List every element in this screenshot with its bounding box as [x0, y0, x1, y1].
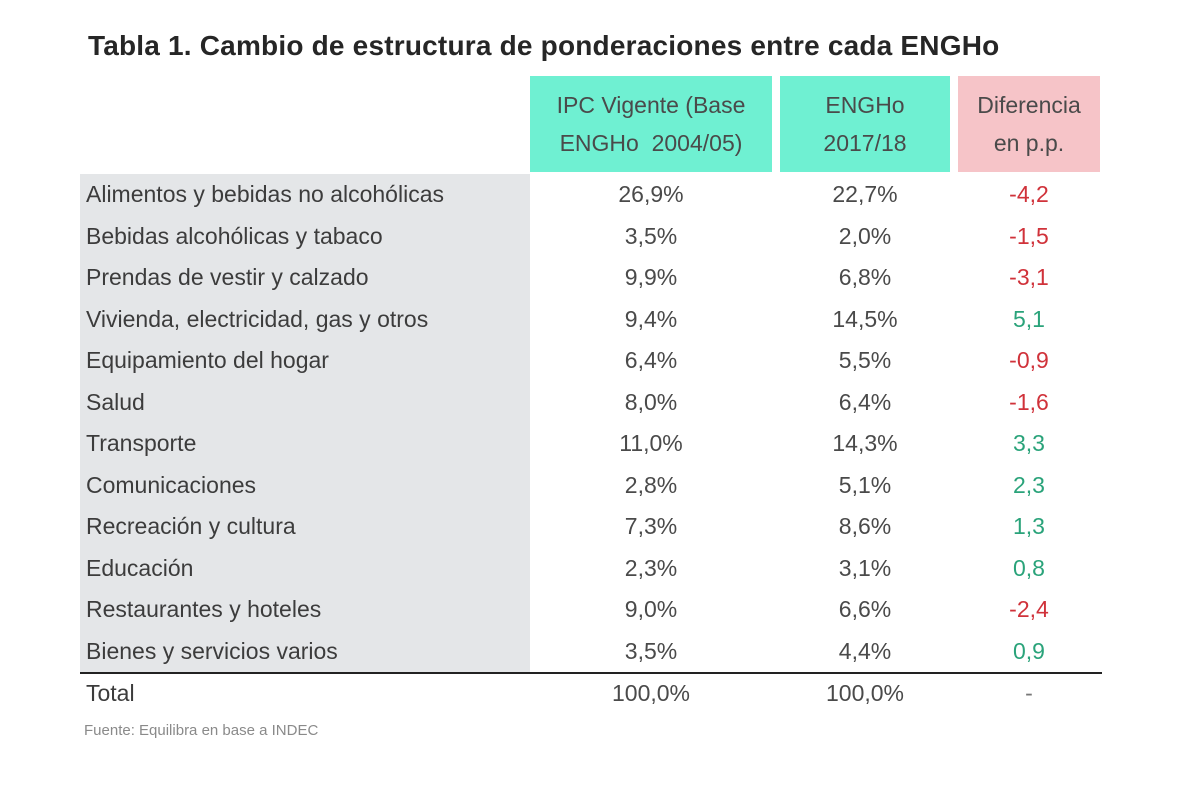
header-dif-line2: en p.p.	[993, 130, 1065, 156]
row-ipc-value: 9,0%	[624, 596, 678, 622]
table-row: Restaurantes y hoteles 9,0% 6,6% -2,4	[80, 589, 1102, 631]
row-ipc-value: 9,4%	[624, 305, 678, 332]
table-row: Bienes y servicios varios 3,5% 4,4% 0,9	[80, 631, 1102, 673]
row-label: Prendas de vestir y calzado	[86, 264, 369, 290]
row-dif-value: 1,3	[1013, 513, 1045, 539]
table-row: Equipamiento del hogar 6,4% 5,5% -0,9	[80, 340, 1102, 382]
header-dif-line1: Diferencia	[977, 92, 1081, 118]
row-label: Restaurantes y hoteles	[86, 596, 322, 622]
row-engho-value: 2,0%	[838, 222, 892, 249]
row-label: Bienes y servicios varios	[86, 637, 338, 664]
total-row: Total 100,0% 100,0% -	[80, 674, 1102, 712]
total-divider	[80, 672, 1102, 674]
row-label: Recreación y cultura	[86, 513, 296, 539]
table-row: Salud 8,0% 6,4% -1,6	[80, 382, 1102, 424]
table-row: Comunicaciones 2,8% 5,1% 2,3	[80, 465, 1102, 507]
total-engho: 100,0%	[825, 680, 904, 706]
row-ipc-value: 26,9%	[618, 181, 684, 207]
row-ipc-value: 6,4%	[624, 347, 678, 373]
header-engho-line1: ENGHo	[825, 92, 905, 118]
header-ipc-line2: ENGHo 2004/05)	[559, 130, 743, 156]
table-title: Tabla 1. Cambio de estructura de pondera…	[88, 30, 1000, 61]
row-engho-value: 5,5%	[838, 347, 892, 373]
row-engho-value: 22,7%	[832, 181, 898, 207]
row-engho-value: 8,6%	[838, 513, 892, 539]
row-dif-value: 0,9	[1013, 637, 1045, 664]
row-label: Salud	[86, 388, 145, 415]
row-label: Equipamiento del hogar	[86, 347, 329, 373]
row-ipc-value: 7,3%	[624, 513, 678, 539]
table-row: Alimentos y bebidas no alcohólicas 26,9% 2…	[80, 174, 1102, 216]
row-dif-value: -0,9	[1009, 347, 1049, 373]
row-engho-value: 6,8%	[838, 264, 892, 290]
table-row: Bebidas alcohólicas y tabaco 3,5% 2,0% -1,5	[80, 216, 1102, 258]
header-ipc-line1: IPC Vigente (Base	[556, 92, 746, 118]
total-ipc: 100,0%	[611, 680, 690, 706]
total-label: Total	[86, 680, 135, 706]
weights-table: IPC Vigente (Base ENGHo 2004/05) ENGHo 2…	[80, 76, 1102, 712]
label-column-background	[80, 174, 530, 672]
header-engho-2017: ENGHo 2017/18	[780, 76, 950, 172]
row-dif-value: -1,5	[1009, 222, 1049, 249]
row-engho-value: 6,6%	[838, 596, 892, 622]
source-note: Fuente: Equilibra en base a INDEC	[84, 722, 319, 739]
row-engho-value: 14,3%	[832, 430, 898, 456]
row-ipc-value: 11,0%	[619, 430, 683, 456]
row-ipc-value: 2,3%	[624, 554, 678, 581]
row-label: Comunicaciones	[86, 471, 257, 498]
table-header: IPC Vigente (Base ENGHo 2004/05) ENGHo 2…	[80, 76, 1102, 172]
table-body: Alimentos y bebidas no alcohólicas 26,9% 2…	[80, 174, 1102, 672]
row-label: Alimentos y bebidas no alcohólicas	[86, 181, 444, 207]
table-row: Vivienda, electricidad, gas y otros 9,4% 1…	[80, 299, 1102, 341]
row-engho-value: 6,4%	[838, 388, 892, 415]
row-dif-value: -2,4	[1009, 596, 1049, 622]
row-dif-value: 3,3	[1013, 430, 1045, 456]
row-dif-value: -1,6	[1009, 388, 1049, 415]
row-engho-value: 14,5%	[832, 305, 898, 332]
row-ipc-value: 8,0%	[624, 388, 678, 415]
row-dif-value: 2,3	[1013, 471, 1045, 498]
row-dif-value: 5,1	[1013, 305, 1045, 332]
table-row: Educación 2,3% 3,1% 0,8	[80, 548, 1102, 590]
row-ipc-value: 3,5%	[624, 222, 678, 249]
row-ipc-value: 3,5%	[624, 637, 678, 664]
row-label: Bebidas alcohólicas y tabaco	[86, 222, 383, 249]
table-row: Transporte 11,0% 14,3% 3,3	[80, 423, 1102, 465]
row-dif-value: 0,8	[1013, 554, 1045, 581]
row-label: Educación	[86, 554, 194, 581]
row-engho-value: 4,4%	[838, 637, 892, 664]
table-row: Prendas de vestir y calzado 9,9% 6,8% -3,1	[80, 257, 1102, 299]
row-label: Vivienda, electricidad, gas y otros	[86, 305, 429, 332]
row-ipc-value: 2,8%	[624, 471, 678, 498]
row-label: Transporte	[86, 430, 197, 456]
row-engho-value: 3,1%	[838, 554, 892, 581]
row-ipc-value: 9,9%	[624, 264, 678, 290]
header-ipc-vigente: IPC Vigente (Base ENGHo 2004/05)	[530, 76, 772, 172]
table-row: Recreación y cultura 7,3% 8,6% 1,3	[80, 506, 1102, 548]
row-dif-value: -3,1	[1009, 264, 1049, 290]
header-engho-line2: 2017/18	[823, 130, 907, 156]
row-engho-value: 5,1%	[838, 471, 892, 498]
row-dif-value: -4,2	[1009, 181, 1049, 207]
header-diferencia: Diferencia en p.p.	[958, 76, 1100, 172]
total-dif: -	[1025, 680, 1033, 706]
